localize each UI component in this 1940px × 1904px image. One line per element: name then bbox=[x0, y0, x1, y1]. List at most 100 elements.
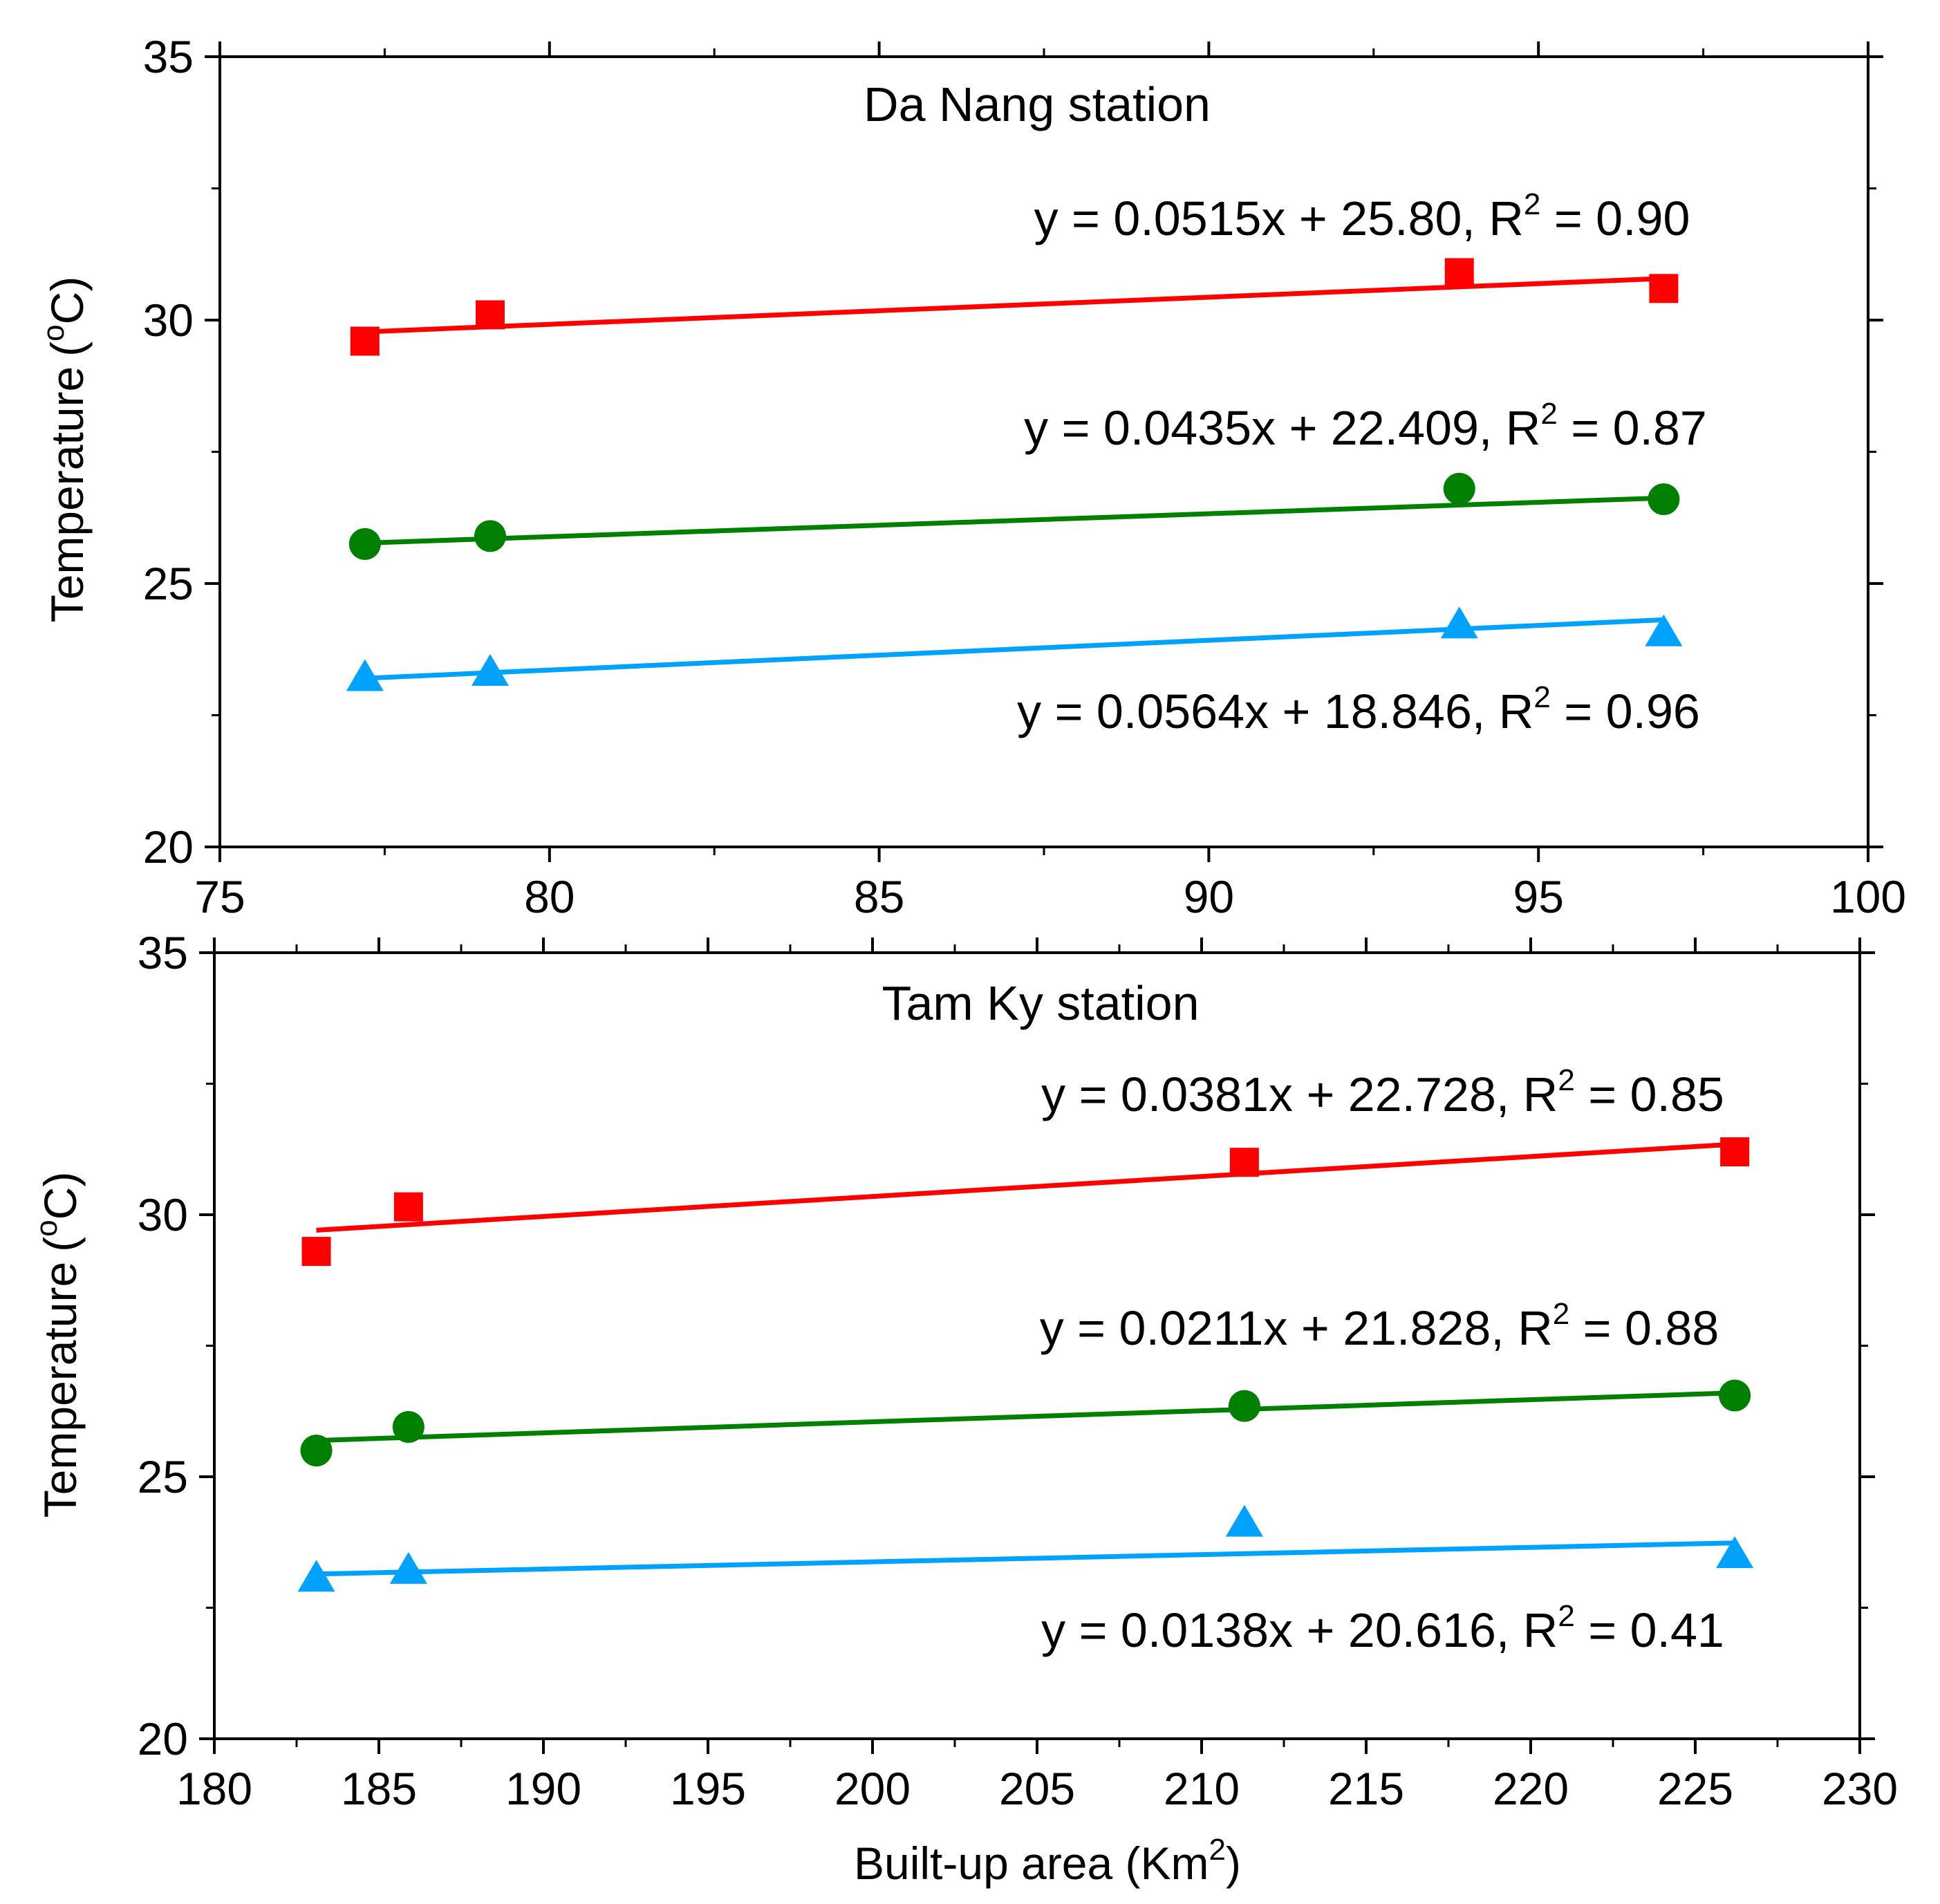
series-min: y = 0.0564x + 18.846, R2 = 0.96 bbox=[346, 606, 1700, 738]
x-tick-label: 75 bbox=[194, 871, 245, 922]
equation-text: y = 0.0435x + 22.409, R bbox=[1024, 401, 1540, 455]
data-point-triangle bbox=[346, 659, 384, 691]
data-point-square bbox=[1229, 1148, 1259, 1177]
equation-r-value: = 0.88 bbox=[1569, 1301, 1719, 1355]
x-tick-label: 95 bbox=[1513, 871, 1563, 922]
trend-line-mean bbox=[316, 1390, 1735, 1444]
chart-panel-1: 180 185 190 195 200 205 210 215 220 225 230 20 25 30 3… bbox=[30, 927, 1898, 1889]
y-axis-label-degree: o bbox=[37, 324, 71, 341]
data-point-triangle bbox=[389, 1551, 427, 1584]
data-point-circle bbox=[1648, 483, 1680, 516]
x-tick-label: 90 bbox=[1184, 871, 1234, 922]
data-point-circle bbox=[348, 528, 381, 560]
equation-text: y = 0.0211x + 21.828, R bbox=[1040, 1301, 1553, 1355]
trend-line-max bbox=[316, 1141, 1735, 1233]
x-tick-label: 195 bbox=[670, 1763, 746, 1814]
equation-r-value: = 0.41 bbox=[1575, 1603, 1724, 1657]
x-tick-label: 230 bbox=[1822, 1763, 1898, 1814]
y-tick-label: 35 bbox=[143, 31, 194, 82]
data-point-square bbox=[301, 1237, 331, 1267]
data-point-triangle bbox=[1225, 1504, 1263, 1537]
x-tick-label: 80 bbox=[524, 871, 575, 922]
x-tick-label: 215 bbox=[1328, 1763, 1404, 1814]
chart-panel-0: 75 80 85 90 95 100 20 25 30 35 Da Nang station Temp… bbox=[37, 31, 1906, 922]
regression-equation: y = 0.0381x + 22.728, R2 = 0.85 bbox=[1041, 1063, 1724, 1121]
y-tick-label: 35 bbox=[138, 927, 188, 978]
data-point-circle bbox=[392, 1410, 425, 1443]
chart-title: Da Nang station bbox=[864, 77, 1211, 131]
x-tick-label: 205 bbox=[999, 1763, 1075, 1814]
regression-equation: y = 0.0138x + 20.616, R2 = 0.41 bbox=[1041, 1599, 1724, 1657]
trend-line-max bbox=[364, 276, 1664, 335]
data-point-square bbox=[1444, 258, 1474, 288]
y-tick-label: 30 bbox=[138, 1189, 188, 1240]
data-point-square bbox=[350, 326, 380, 356]
series-mean: y = 0.0435x + 22.409, R2 = 0.87 bbox=[348, 397, 1707, 560]
y-tick-label: 30 bbox=[143, 295, 194, 346]
equation-r-sup: 2 bbox=[1533, 680, 1550, 714]
x-tick-label: 220 bbox=[1493, 1763, 1569, 1814]
y-axis-label-unit: C) bbox=[41, 277, 93, 325]
data-point-triangle bbox=[471, 653, 509, 686]
data-point-circle bbox=[1443, 472, 1475, 505]
equation-r-sup: 2 bbox=[1540, 397, 1557, 431]
trend-line-min bbox=[316, 1540, 1735, 1577]
regression-equation: y = 0.0435x + 22.409, R2 = 0.87 bbox=[1024, 397, 1707, 455]
x-axis-label-text: Built-up area (Km bbox=[854, 1838, 1209, 1889]
y-axis-label-unit-open: ( bbox=[41, 342, 93, 357]
x-tick-label: 185 bbox=[341, 1763, 417, 1814]
equation-r-value: = 0.96 bbox=[1551, 684, 1700, 738]
series-mean: y = 0.0211x + 21.828, R2 = 0.88 bbox=[300, 1297, 1751, 1467]
y-axis-label: Temperature (oC) bbox=[37, 277, 93, 623]
x-axis-label-sup: 2 bbox=[1209, 1833, 1226, 1867]
x-axis-label: Built-up area (Km2) bbox=[854, 1833, 1241, 1889]
trend-line-mean bbox=[364, 495, 1664, 546]
y-tick-label: 20 bbox=[143, 821, 194, 872]
y-tick-label: 25 bbox=[138, 1451, 188, 1502]
chart-title: Tam Ky station bbox=[882, 976, 1199, 1030]
data-point-triangle bbox=[1645, 614, 1683, 646]
x-tick-label: 85 bbox=[854, 871, 904, 922]
x-tick-label: 200 bbox=[834, 1763, 911, 1814]
series-max: y = 0.0515x + 25.80, R2 = 0.90 bbox=[350, 187, 1690, 356]
y-axis-label-unit-open: ( bbox=[35, 1237, 86, 1252]
x-tick-label: 210 bbox=[1164, 1763, 1240, 1814]
series-min: y = 0.0138x + 20.616, R2 = 0.41 bbox=[297, 1504, 1754, 1657]
y-axis-label: Temperature (oC) bbox=[30, 1172, 86, 1518]
equation-text: y = 0.0138x + 20.616, R bbox=[1041, 1603, 1558, 1657]
x-tick-label: 190 bbox=[505, 1763, 581, 1814]
series-max: y = 0.0381x + 22.728, R2 = 0.85 bbox=[301, 1063, 1750, 1267]
regression-equation: y = 0.0564x + 18.846, R2 = 0.96 bbox=[1017, 680, 1700, 738]
x-tick-label: 100 bbox=[1830, 871, 1906, 922]
y-axis-label-text: Temperature bbox=[35, 1262, 86, 1518]
equation-r-sup: 2 bbox=[1553, 1297, 1569, 1331]
y-tick-label: 25 bbox=[143, 558, 194, 609]
y-axis-label-degree: o bbox=[30, 1220, 64, 1236]
equation-text: y = 0.0564x + 18.846, R bbox=[1017, 684, 1533, 738]
data-point-square bbox=[475, 300, 505, 330]
data-point-circle bbox=[1228, 1390, 1260, 1422]
y-axis-label-unit: C) bbox=[35, 1172, 86, 1220]
x-tick-label: 180 bbox=[176, 1763, 252, 1814]
regression-equation: y = 0.0211x + 21.828, R2 = 0.88 bbox=[1040, 1297, 1719, 1355]
data-point-triangle bbox=[1440, 606, 1478, 639]
equation-text: y = 0.0381x + 22.728, R bbox=[1041, 1067, 1558, 1121]
x-axis-label-close: ) bbox=[1226, 1838, 1241, 1889]
y-axis-label-text: Temperature bbox=[41, 366, 93, 623]
equation-r-sup: 2 bbox=[1524, 187, 1540, 221]
data-point-square bbox=[1720, 1137, 1750, 1167]
equation-r-sup: 2 bbox=[1558, 1599, 1574, 1633]
equation-r-value: = 0.90 bbox=[1540, 192, 1690, 245]
equation-text: y = 0.0515x + 25.80, R bbox=[1034, 192, 1524, 245]
data-point-circle bbox=[474, 520, 506, 552]
equation-r-sup: 2 bbox=[1558, 1063, 1574, 1097]
data-point-triangle bbox=[297, 1560, 335, 1592]
equation-r-value: = 0.85 bbox=[1575, 1067, 1724, 1121]
equation-r-value: = 0.87 bbox=[1558, 401, 1707, 455]
x-tick-label: 225 bbox=[1657, 1763, 1733, 1814]
data-point-circle bbox=[300, 1435, 333, 1467]
y-tick-label: 20 bbox=[138, 1713, 188, 1764]
data-point-triangle bbox=[1716, 1536, 1754, 1569]
data-point-circle bbox=[1719, 1379, 1751, 1412]
